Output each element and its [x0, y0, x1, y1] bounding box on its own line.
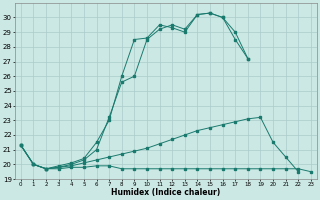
X-axis label: Humidex (Indice chaleur): Humidex (Indice chaleur) [111, 188, 220, 197]
